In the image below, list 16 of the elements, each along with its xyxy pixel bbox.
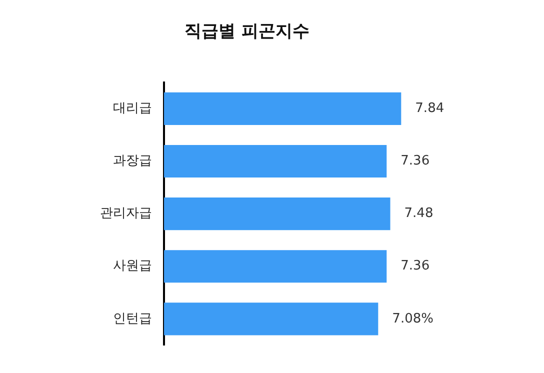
- data-label: 7.08%: [392, 311, 434, 326]
- data-label: 7.84: [415, 101, 444, 116]
- bar: [164, 250, 387, 283]
- y-tick-label: 인턴급: [113, 311, 152, 326]
- y-tick-label: 대리급: [113, 101, 152, 116]
- bar: [164, 144, 387, 178]
- data-label: 7.36: [400, 154, 430, 169]
- y-tick-label: 사원급: [113, 258, 152, 274]
- data-label: 7.36: [400, 258, 430, 274]
- y-tick-label: 과장급: [113, 154, 152, 169]
- y-tick-label: 관리자급: [100, 206, 152, 222]
- bar: [164, 92, 402, 125]
- data-label: 7.48: [404, 206, 434, 222]
- bar: [164, 302, 378, 336]
- chart-title: 직급별 피곤지수: [184, 22, 310, 42]
- bar: [164, 198, 390, 230]
